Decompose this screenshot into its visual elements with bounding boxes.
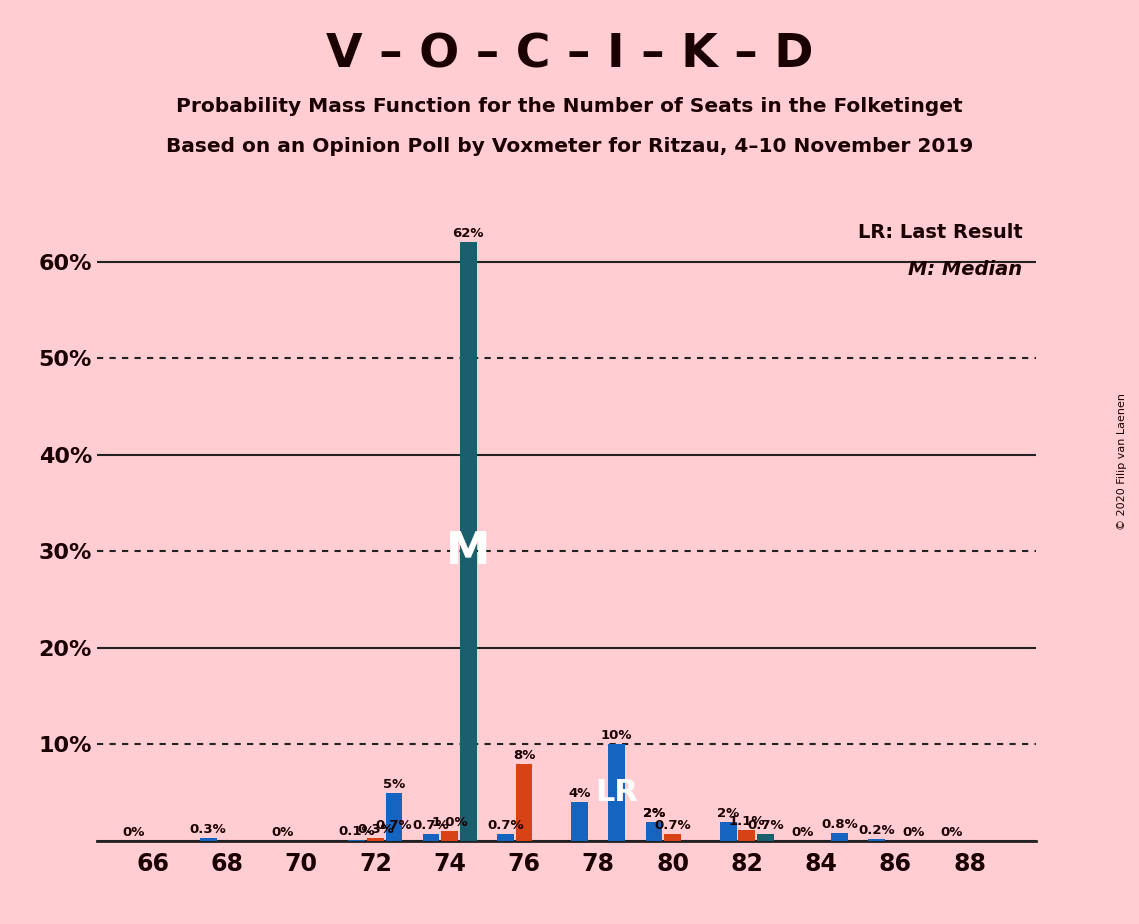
Bar [831, 833, 849, 841]
Bar [664, 834, 681, 841]
Bar [720, 821, 737, 841]
Bar [460, 242, 476, 841]
Bar [367, 838, 384, 841]
Text: 2%: 2% [642, 807, 665, 820]
Bar [646, 821, 662, 841]
Text: 4%: 4% [568, 787, 591, 800]
Text: 0.7%: 0.7% [376, 820, 412, 833]
Bar [868, 839, 885, 841]
Text: M: M [446, 529, 491, 573]
Bar [646, 821, 662, 841]
Text: Based on an Opinion Poll by Voxmeter for Ritzau, 4–10 November 2019: Based on an Opinion Poll by Voxmeter for… [166, 137, 973, 156]
Text: 0.1%: 0.1% [338, 825, 375, 838]
Text: 2%: 2% [718, 807, 739, 820]
Bar [349, 840, 366, 841]
Bar [199, 838, 216, 841]
Text: LR: Last Result: LR: Last Result [858, 223, 1023, 242]
Text: 0.7%: 0.7% [747, 820, 784, 833]
Text: © 2020 Filip van Laenen: © 2020 Filip van Laenen [1117, 394, 1126, 530]
Text: 0%: 0% [903, 826, 925, 839]
Text: 8%: 8% [513, 748, 535, 761]
Text: 0.3%: 0.3% [357, 823, 394, 836]
Bar [386, 793, 402, 841]
Bar [516, 763, 532, 841]
Text: 0%: 0% [940, 826, 962, 839]
Bar [386, 834, 402, 841]
Text: 0.8%: 0.8% [821, 818, 858, 832]
Text: 0.3%: 0.3% [190, 823, 227, 836]
Text: LR: LR [596, 778, 638, 807]
Bar [757, 834, 773, 841]
Text: 0.7%: 0.7% [654, 820, 691, 833]
Text: 0.2%: 0.2% [859, 824, 895, 837]
Text: V – O – C – I – K – D: V – O – C – I – K – D [326, 32, 813, 78]
Bar [608, 745, 625, 841]
Text: 0%: 0% [123, 826, 145, 839]
Text: 1.0%: 1.0% [432, 816, 468, 829]
Text: 62%: 62% [452, 227, 484, 240]
Bar [441, 832, 458, 841]
Text: 1.1%: 1.1% [729, 815, 765, 828]
Text: 0%: 0% [271, 826, 294, 839]
Text: 0.7%: 0.7% [487, 820, 524, 833]
Bar [423, 834, 440, 841]
Bar [738, 831, 755, 841]
Text: 5%: 5% [383, 778, 405, 791]
Text: 2%: 2% [642, 807, 665, 820]
Text: 10%: 10% [601, 729, 632, 742]
Text: 0.7%: 0.7% [412, 820, 450, 833]
Text: M: Median: M: Median [908, 260, 1023, 279]
Text: Probability Mass Function for the Number of Seats in the Folketinget: Probability Mass Function for the Number… [177, 97, 962, 116]
Bar [572, 802, 588, 841]
Text: 0%: 0% [792, 826, 813, 839]
Bar [497, 834, 514, 841]
